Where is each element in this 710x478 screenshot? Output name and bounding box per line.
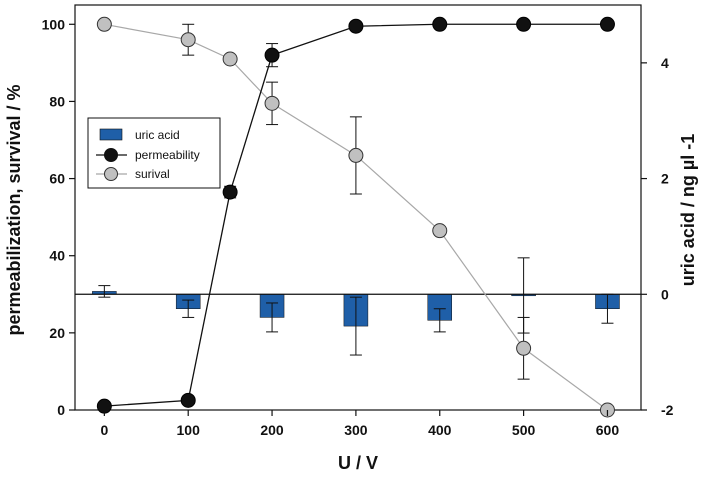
point-permeability: [432, 16, 448, 32]
y-right-tick-label: -2: [661, 402, 674, 418]
point-survival: [516, 340, 532, 356]
point-permeability: [180, 392, 196, 408]
point-survival: [222, 51, 238, 67]
point-survival: [96, 16, 112, 32]
bars-layer: [92, 257, 620, 356]
x-tick-label: 300: [344, 422, 368, 438]
x-tick-label: 600: [596, 422, 620, 438]
y-left-tick-label: 60: [49, 171, 65, 187]
legend-label-permeability: permeability: [135, 148, 200, 162]
y-left-axis-title: permeabilization, survival / %: [4, 84, 24, 335]
x-tick-label: 0: [100, 422, 108, 438]
point-permeability: [222, 184, 238, 200]
x-tick-label: 200: [260, 422, 284, 438]
x-axis-title: U / V: [338, 453, 378, 473]
line-permeability: [104, 23, 608, 407]
y-left-tick-label: 80: [49, 93, 65, 109]
legend-marker-permeability: [104, 148, 118, 162]
y-right-axis-title: uric acid / ng µl -1: [678, 134, 698, 286]
point-survival: [264, 95, 280, 111]
y-left-tick-label: 0: [57, 402, 65, 418]
point-survival: [432, 223, 448, 239]
x-tick-label: 400: [428, 422, 452, 438]
lines-layer: [96, 16, 615, 418]
legend-label-survival: surival: [135, 167, 170, 181]
point-permeability: [599, 16, 615, 32]
plot-frame: [74, 4, 642, 411]
legend-marker-survival: [104, 167, 118, 181]
ticks-layer: 0 100 200 300 400 500 600 0 20 40 60 80 100 -2 0 2 4: [42, 16, 674, 438]
y-right-tick-label: 4: [661, 55, 669, 71]
y-right-tick-label: 2: [661, 171, 669, 187]
y-left-tick-label: 100: [42, 16, 66, 32]
point-permeability: [264, 47, 280, 63]
x-tick-label: 500: [512, 422, 536, 438]
legend: uric acid permeability surival: [87, 117, 221, 189]
x-tick-label: 100: [177, 422, 201, 438]
point-permeability: [348, 18, 364, 34]
legend-label-uric-acid: uric acid: [135, 128, 180, 142]
y-left-tick-label: 40: [49, 248, 65, 264]
point-survival: [348, 147, 364, 163]
y-left-tick-label: 20: [49, 325, 65, 341]
point-permeability: [516, 16, 532, 32]
point-survival: [180, 32, 196, 48]
y-right-tick-label: 0: [661, 286, 669, 302]
line-survival: [104, 23, 608, 411]
legend-swatch-uric-acid: [99, 128, 123, 141]
